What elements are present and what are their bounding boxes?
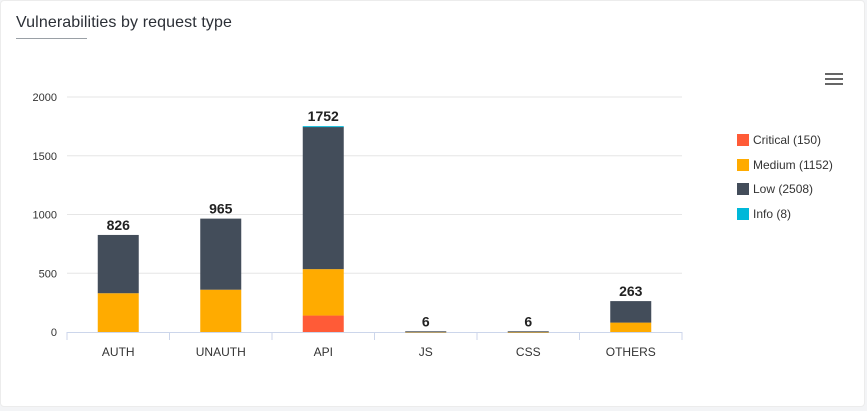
y-tick-label: 2000 [33,92,57,104]
legend-item-info[interactable]: Info (8) [737,206,833,222]
x-tick-label-api: API [314,345,333,359]
x-tick-label-js: JS [419,345,433,359]
chart-title: Vulnerabilities by request type [16,14,232,31]
chart-legend: Critical (150) Medium (1152) Low (2508) … [737,132,833,230]
y-tick-label: 500 [39,268,57,280]
legend-swatch-low [737,183,749,195]
bar-info-api [302,126,344,128]
y-tick-label: 0 [51,327,57,339]
legend-item-low[interactable]: Low (2508) [737,181,833,197]
bar-low-css [507,331,549,333]
bar-medium-others [610,322,652,332]
legend-item-medium[interactable]: Medium (1152) [737,157,833,173]
y-tick-label: 1000 [33,210,57,222]
title-underline [16,38,87,39]
bar-low-others [610,301,652,323]
bar-low-auth [97,234,139,294]
total-label-others: 263 [619,283,643,299]
bar-low-unauth [200,218,242,290]
legend-label-critical: Critical (150) [753,133,822,147]
x-tick-label-auth: AUTH [102,345,135,359]
legend-label-info: Info (8) [753,206,792,221]
legend-label-low: Low (2508) [753,182,814,196]
x-tick-label-css: CSS [516,345,541,359]
legend-swatch-medium [737,158,749,171]
total-label-auth: 826 [107,217,131,233]
bar-medium-auth [97,293,139,332]
bar-low-api [302,126,344,270]
y-tick-label: 1500 [33,151,57,163]
total-label-api: 1752 [308,108,339,124]
bar-critical-api [302,315,344,332]
x-tick-label-unauth: UNAUTH [196,345,246,359]
legend-swatch-critical [737,134,749,146]
total-label-unauth: 965 [209,201,233,217]
total-label-js: 6 [422,313,430,329]
total-label-css: 6 [524,313,532,329]
bar-medium-api [302,269,344,316]
hamburger-menu-icon[interactable] [825,73,843,87]
legend-item-critical[interactable]: Critical (150) [737,132,833,148]
x-tick-label-others: OTHERS [606,345,656,359]
legend-swatch-info [737,207,749,220]
legend-label-medium: Medium (1152) [753,157,833,172]
bar-medium-unauth [200,289,242,332]
bar-low-js [405,331,447,333]
